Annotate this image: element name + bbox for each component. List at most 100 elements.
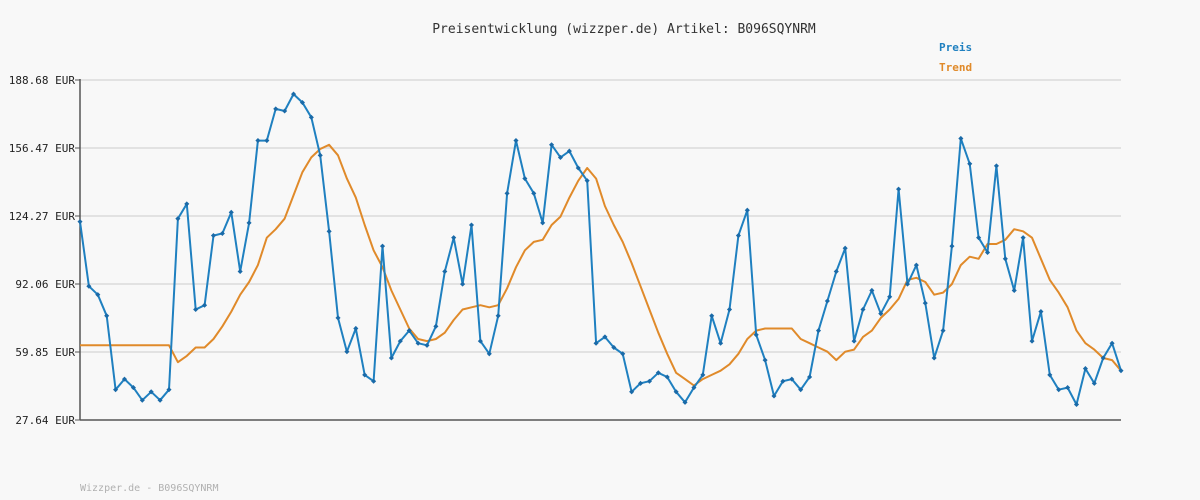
data-point [139, 397, 145, 403]
data-point [451, 235, 457, 241]
data-point [86, 283, 92, 289]
series-layer [77, 91, 1124, 408]
data-point [264, 138, 270, 144]
data-point [77, 219, 83, 225]
y-tick-label: 156.47 EUR [9, 142, 76, 155]
data-point [362, 372, 368, 378]
data-point [273, 106, 279, 112]
data-point [602, 334, 608, 340]
data-point [495, 313, 501, 319]
data-point [762, 357, 768, 363]
data-point [931, 355, 937, 361]
data-point [175, 216, 181, 222]
data-point [442, 268, 448, 274]
data-point [130, 385, 136, 391]
y-tick-label: 27.64 EUR [15, 414, 75, 427]
data-point [824, 298, 830, 304]
data-point [1011, 287, 1017, 293]
data-point [967, 161, 973, 167]
data-point [326, 228, 332, 234]
data-point [664, 374, 670, 380]
data-point [210, 233, 217, 239]
data-point [157, 397, 163, 403]
data-point [406, 328, 412, 334]
data-point [353, 325, 359, 332]
data-point [104, 313, 110, 319]
data-point [1056, 387, 1062, 393]
data-point [842, 245, 848, 251]
footer-credit: Wizzper.de - B096SQYNRM [80, 483, 218, 494]
y-tick-label: 124.27 EUR [9, 210, 76, 223]
data-point [477, 338, 483, 344]
data-point [904, 281, 911, 287]
data-point [976, 235, 982, 241]
series-line-trend [80, 143, 1122, 387]
data-point [1029, 338, 1035, 344]
data-point [637, 380, 644, 386]
data-point [1100, 355, 1106, 361]
data-point [833, 268, 839, 274]
data-point [540, 220, 546, 226]
data-point [148, 389, 154, 395]
data-point [1038, 309, 1044, 315]
data-point [371, 378, 377, 384]
data-point [735, 233, 741, 239]
data-point [1091, 380, 1097, 386]
data-point [388, 355, 394, 361]
data-point [513, 138, 519, 144]
data-point [379, 243, 386, 249]
data-point [718, 340, 724, 346]
data-point [415, 340, 421, 346]
data-point [424, 342, 430, 348]
data-point [709, 313, 715, 319]
data-point [593, 340, 599, 346]
data-point [851, 338, 857, 344]
data-point [949, 243, 955, 249]
data-point [1073, 401, 1080, 408]
data-point [246, 220, 252, 226]
y-tick-label: 92.06 EUR [15, 278, 75, 291]
data-point [1118, 368, 1124, 374]
data-point [1109, 340, 1115, 346]
data-point [1065, 385, 1071, 391]
data-point [344, 349, 350, 355]
data-point [815, 328, 822, 334]
data-point [798, 387, 804, 393]
data-point [1020, 235, 1026, 241]
series-line-preis [79, 93, 1122, 406]
data-point [504, 190, 510, 196]
data-point [468, 222, 475, 228]
data-point [744, 207, 750, 213]
data-point [869, 287, 875, 293]
legend-preis: Preis [939, 41, 972, 54]
y-tick-labels: 188.68 EUR 156.47 EUR 124.27 EUR 92.06 EUR 5… [9, 74, 80, 427]
data-point [691, 385, 697, 391]
data-point [219, 230, 225, 236]
data-point [860, 306, 866, 312]
data-point [922, 300, 928, 306]
data-point [896, 186, 902, 192]
data-point [726, 306, 733, 312]
data-point [789, 376, 795, 382]
data-point [335, 315, 341, 321]
data-point [228, 209, 234, 215]
grid-lines [80, 79, 1121, 353]
legend-trend: Trend [939, 61, 972, 74]
data-point [584, 178, 590, 184]
data-point [433, 323, 439, 329]
data-point [780, 378, 786, 384]
data-point [940, 328, 946, 334]
y-tick-label: 59.85 EUR [15, 346, 75, 359]
data-point [531, 190, 537, 196]
data-point [655, 370, 661, 376]
data-point [255, 138, 261, 144]
data-point [460, 281, 466, 287]
y-tick-label: 188.68 EUR [9, 74, 76, 87]
data-point [807, 374, 813, 380]
chart-title: Preisentwicklung (wizzper.de) Artikel: B… [432, 22, 816, 37]
data-point [993, 163, 999, 169]
data-point [193, 306, 199, 312]
data-point [958, 135, 964, 141]
data-point [913, 262, 919, 268]
